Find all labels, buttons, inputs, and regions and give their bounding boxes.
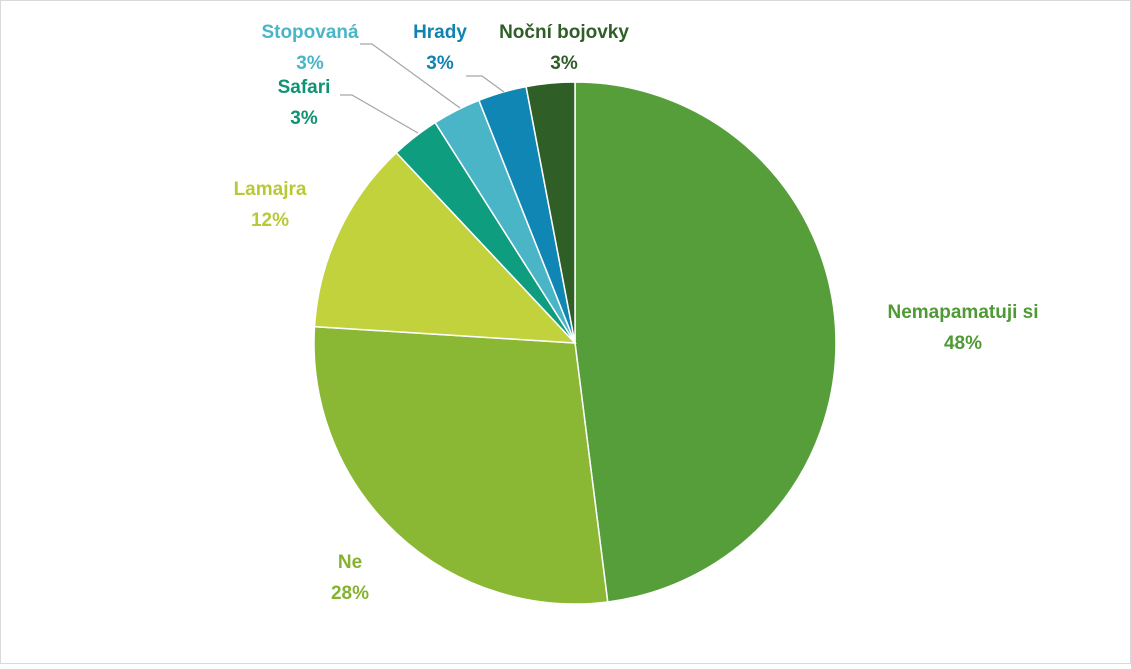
value-label: 28% (331, 583, 369, 604)
pie-slice (525, 81, 576, 344)
value-label: 12% (251, 210, 289, 231)
category-label: Lamajra (234, 179, 307, 200)
leader-line (340, 94, 419, 134)
pie-slice (313, 151, 577, 344)
leader-line (466, 75, 505, 93)
value-label: 3% (290, 108, 318, 129)
pie-slice (574, 81, 837, 603)
category-label: Hrady (413, 22, 467, 43)
category-label: Nemapamatuji si (888, 302, 1039, 323)
value-label: 3% (426, 53, 454, 74)
value-label: 48% (944, 333, 982, 354)
pie-slice (313, 325, 609, 605)
value-label: 3% (296, 53, 324, 74)
category-label: Noční bojovky (499, 22, 629, 43)
category-label: Stopovaná (261, 22, 359, 43)
category-label: Safari (278, 77, 331, 98)
value-label: 3% (550, 53, 578, 74)
category-label: Ne (338, 552, 362, 573)
leader-line (360, 43, 461, 109)
